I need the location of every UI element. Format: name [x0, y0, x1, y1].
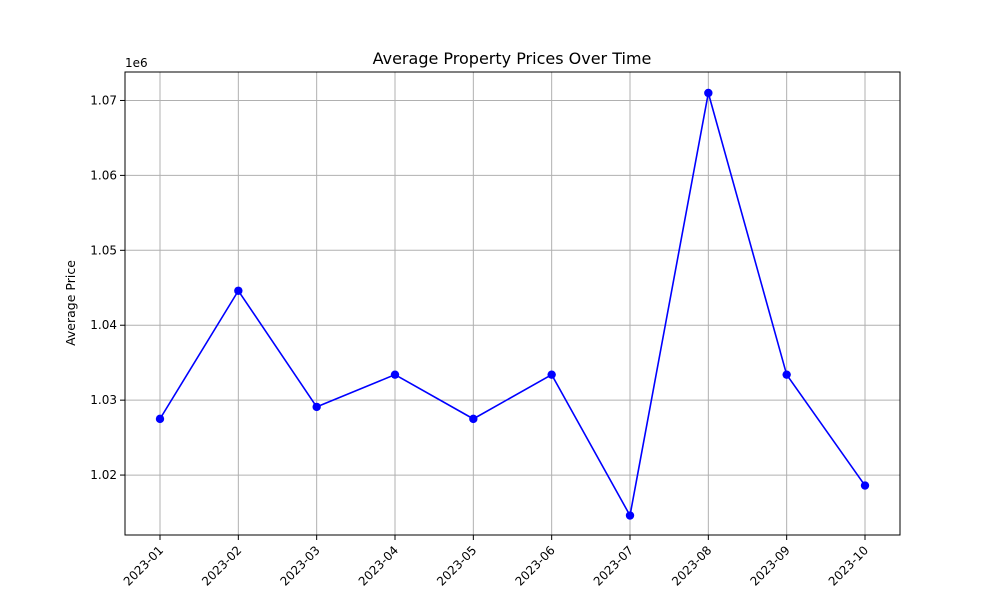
y-tick-label: 1.03	[90, 393, 117, 407]
y-axis-label: Average Price	[63, 260, 78, 346]
y-tick-label: 1.06	[90, 168, 117, 182]
data-layer	[155, 88, 870, 520]
data-point	[860, 481, 870, 490]
y-tick-label: 1.04	[90, 318, 117, 332]
chart-title: Average Property Prices Over Time	[373, 49, 652, 68]
series-line	[159, 92, 866, 517]
y-offset-label: 1e6	[125, 56, 148, 70]
plot-frame	[124, 71, 901, 536]
data-point	[469, 414, 478, 424]
data-point	[234, 286, 243, 295]
y-tick-label: 1.02	[90, 468, 117, 482]
data-point	[547, 370, 556, 379]
data-point	[312, 402, 321, 412]
data-point	[155, 414, 165, 424]
grid-layer	[125, 72, 900, 535]
data-point	[625, 511, 635, 520]
y-tick-label: 1.05	[90, 243, 117, 257]
data-point	[390, 370, 400, 379]
data-point	[704, 88, 713, 98]
y-tick-label: 1.07	[90, 93, 117, 107]
data-point	[782, 370, 791, 379]
